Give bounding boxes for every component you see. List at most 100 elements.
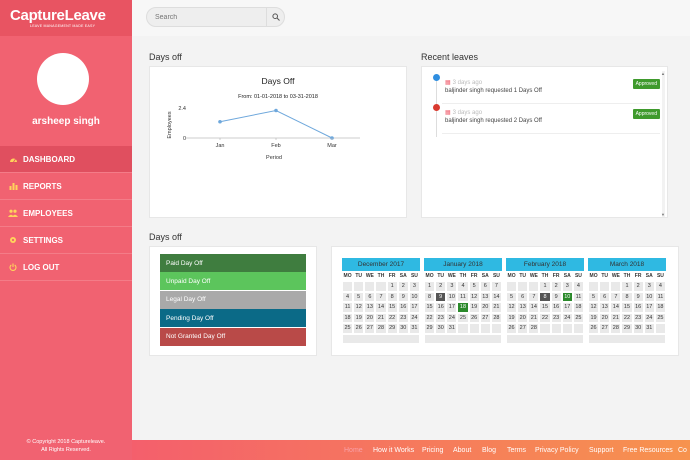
scroll-down[interactable]: ▼ <box>661 212 665 217</box>
calendar-day[interactable]: 16 <box>632 302 644 313</box>
calendar-day[interactable]: 8 <box>386 291 398 302</box>
calendar-day[interactable]: 22 <box>386 312 398 323</box>
calendar-day[interactable]: 19 <box>506 312 518 323</box>
calendar-day[interactable]: 16 <box>550 302 562 313</box>
calendar-day[interactable]: 7 <box>610 291 622 302</box>
data-point[interactable] <box>218 119 222 124</box>
calendar-day[interactable]: 3 <box>446 281 458 292</box>
calendar-day[interactable]: 7 <box>375 291 387 302</box>
calendar-day[interactable]: 30 <box>397 323 409 334</box>
calendar-day[interactable]: 20 <box>364 312 376 323</box>
calendar-day[interactable]: 6 <box>517 291 529 302</box>
calendar-day[interactable]: 21 <box>610 312 622 323</box>
sidebar-item-logout[interactable]: LOG OUT <box>0 254 132 281</box>
calendar-day[interactable]: 8 <box>621 291 633 302</box>
calendar-day[interactable]: 5 <box>506 291 518 302</box>
calendar-day[interactable]: 13 <box>517 302 529 313</box>
sidebar-item-settings[interactable]: SETTINGS <box>0 227 132 254</box>
footer-link-support[interactable]: Support <box>589 447 614 454</box>
data-point[interactable] <box>330 136 334 140</box>
calendar-day[interactable]: 27 <box>364 323 376 334</box>
calendar-day[interactable]: 7 <box>528 291 540 302</box>
calendar-day[interactable]: 17 <box>643 302 655 313</box>
calendar-day[interactable]: 15 <box>539 302 551 313</box>
calendar-day[interactable]: 10 <box>446 291 458 302</box>
calendar-day[interactable]: 11 <box>342 302 354 313</box>
calendar-day[interactable]: 20 <box>599 312 611 323</box>
leave-item[interactable]: ▦ 3 days ago baljinder singh requested 1 … <box>437 79 665 105</box>
calendar-day[interactable]: 25 <box>342 323 354 334</box>
calendar-day[interactable]: 31 <box>643 323 655 334</box>
calendar-day[interactable]: 7 <box>490 281 502 292</box>
calendar-day[interactable]: 5 <box>353 291 365 302</box>
calendar-day[interactable]: 25 <box>654 312 666 323</box>
calendar-day[interactable]: 29 <box>621 323 633 334</box>
calendar-day[interactable]: 12 <box>468 291 480 302</box>
calendar-day[interactable]: 9 <box>632 291 644 302</box>
calendar-day[interactable]: 24 <box>446 312 458 323</box>
sidebar-item-employees[interactable]: EMPLOYEES <box>0 200 132 227</box>
calendar-day[interactable]: 15 <box>424 302 436 313</box>
brand-logo[interactable]: CaptureLeave LEAVE MANAGEMENT MADE EASY <box>0 0 132 36</box>
calendar-day[interactable]: 24 <box>561 312 573 323</box>
calendar-day[interactable]: 30 <box>632 323 644 334</box>
calendar-day[interactable]: 22 <box>621 312 633 323</box>
calendar-day[interactable]: 11 <box>654 291 666 302</box>
calendar-day[interactable]: 20 <box>479 302 491 313</box>
calendar-day[interactable]: 12 <box>588 302 600 313</box>
calendar-day[interactable]: 25 <box>457 312 469 323</box>
footer-link-contact[interactable]: Co <box>678 447 687 454</box>
calendar-day[interactable]: 29 <box>386 323 398 334</box>
footer-link-blog[interactable]: Blog <box>482 447 497 454</box>
calendar-day[interactable]: 19 <box>588 312 600 323</box>
calendar-day[interactable]: 15 <box>621 302 633 313</box>
footer-link-terms[interactable]: Terms <box>507 447 527 454</box>
calendar-day[interactable]: 17 <box>446 302 458 313</box>
footer-link-privacy-policy[interactable]: Privacy Policy <box>535 447 579 454</box>
calendar-day[interactable]: 9 <box>397 291 409 302</box>
calendar-day[interactable]: 6 <box>364 291 376 302</box>
calendar-day[interactable]: 26 <box>353 323 365 334</box>
calendar-day[interactable]: 14 <box>610 302 622 313</box>
footer-link-pricing[interactable]: Pricing <box>422 447 444 454</box>
calendar-day[interactable]: 4 <box>654 281 666 292</box>
calendar-day[interactable]: 30 <box>435 323 447 334</box>
calendar-day[interactable]: 24 <box>643 312 655 323</box>
calendar-day[interactable]: 18 <box>572 302 584 313</box>
calendar-day[interactable]: 3 <box>408 281 420 292</box>
calendar-day[interactable]: 5 <box>468 281 480 292</box>
calendar-day[interactable]: 15 <box>386 302 398 313</box>
calendar-day[interactable]: 13 <box>364 302 376 313</box>
calendar-day[interactable]: 18 <box>457 302 469 313</box>
calendar-day[interactable]: 3 <box>561 281 573 292</box>
calendar-day[interactable]: 31 <box>446 323 458 334</box>
calendar-day[interactable]: 14 <box>528 302 540 313</box>
calendar-day[interactable]: 27 <box>599 323 611 334</box>
calendar-day[interactable]: 8 <box>424 291 436 302</box>
calendar-day[interactable]: 6 <box>479 281 491 292</box>
scroll-up[interactable]: ▲ <box>661 71 665 76</box>
footer-link-how-it-works[interactable]: How it Works <box>373 447 415 454</box>
footer-link-about[interactable]: About <box>453 447 472 454</box>
calendar-day[interactable]: 2 <box>397 281 409 292</box>
calendar-day[interactable]: 23 <box>435 312 447 323</box>
calendar-day[interactable]: 28 <box>490 312 502 323</box>
calendar-day[interactable]: 21 <box>490 302 502 313</box>
scroll-track[interactable]: ▲ ▼ <box>661 71 665 217</box>
calendar-day[interactable]: 6 <box>599 291 611 302</box>
calendar-day[interactable]: 11 <box>457 291 469 302</box>
calendar-day[interactable]: 12 <box>506 302 518 313</box>
calendar-day[interactable]: 24 <box>408 312 420 323</box>
calendar-day[interactable]: 28 <box>528 323 540 334</box>
calendar-day[interactable]: 14 <box>375 302 387 313</box>
calendar-day[interactable]: 28 <box>375 323 387 334</box>
calendar-day[interactable]: 27 <box>517 323 529 334</box>
calendar-day[interactable]: 10 <box>561 291 573 302</box>
calendar-day[interactable]: 4 <box>457 281 469 292</box>
calendar-day[interactable]: 28 <box>610 323 622 334</box>
calendar-day[interactable]: 2 <box>435 281 447 292</box>
calendar-day[interactable]: 9 <box>550 291 562 302</box>
calendar-day[interactable]: 14 <box>490 291 502 302</box>
calendar-day[interactable]: 10 <box>408 291 420 302</box>
calendar-day[interactable]: 21 <box>528 312 540 323</box>
